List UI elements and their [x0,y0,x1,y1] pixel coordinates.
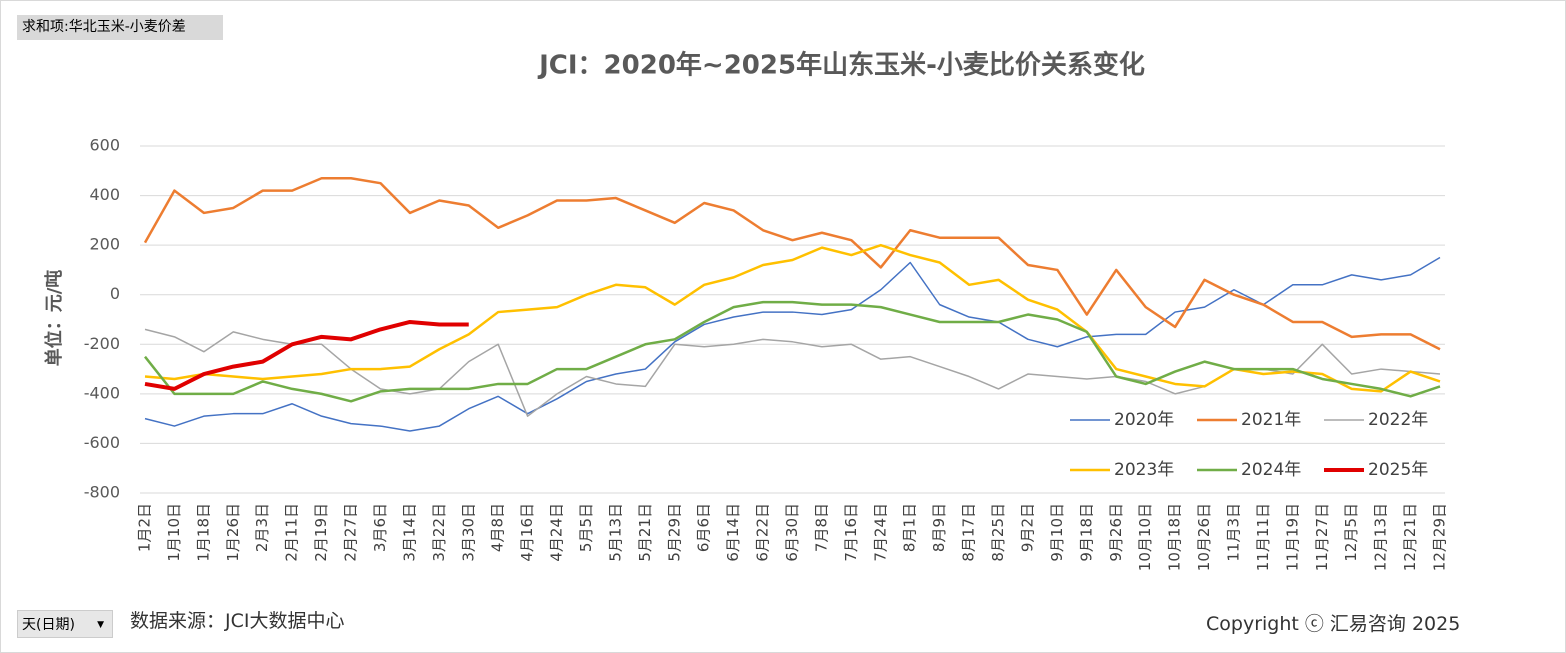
x-tick-label: 8月17日 [960,503,978,562]
x-tick-label: 8月9日 [930,503,948,552]
x-tick-label: 6月30日 [783,503,801,562]
legend-label: 2023年 [1114,460,1174,480]
x-tick-label: 12月13日 [1372,503,1390,571]
x-tick-label: 8月1日 [901,503,919,552]
x-tick-label: 10月18日 [1166,503,1184,571]
y-tick-label: -600 [84,433,120,452]
legend-label: 2024年 [1241,460,1301,480]
y-tick-label: 200 [89,235,120,254]
x-tick-label: 3月6日 [371,503,389,552]
x-tick-label: 1月26日 [224,503,242,562]
filter-button[interactable]: 求和项:华北玉米-小麦价差 [17,15,223,40]
chart-title: JCI：2020年~2025年山东玉米-小麦比价关系变化 [537,50,1145,81]
x-tick-label: 11月11日 [1254,503,1272,571]
x-tick-label: 2月27日 [342,503,360,562]
series-line [144,319,469,391]
legend-label: 2022年 [1368,410,1428,430]
x-tick-label: 12月21日 [1401,503,1419,571]
field-label: 天(日期) [22,617,75,633]
x-tick-label: 1月18日 [194,503,212,562]
x-tick-label: 9月10日 [1048,503,1066,562]
x-tick-label: 1月2日 [136,503,154,552]
x-tick-label: 8月25日 [989,503,1007,562]
series-line [144,256,1441,432]
x-tick-label: 12月29日 [1431,503,1449,571]
source: 数据来源：JCI大数据中心 [130,610,345,632]
y-tick-label: 0 [110,284,120,303]
x-tick-label: 2月3日 [253,503,271,552]
x-tick-label: 2月11日 [283,503,301,562]
series-line [144,300,1441,403]
x-tick-label: 6月14日 [724,503,742,562]
x-tick-label: 2月19日 [312,503,330,562]
y-tick-label: 600 [89,136,120,155]
x-tick-label: 5月13日 [606,503,624,562]
x-tick-label: 4月24日 [548,503,566,562]
x-tick-label: 4月16日 [518,503,536,562]
x-tick-label: 9月2日 [1018,503,1036,552]
x-tick-label: 3月30日 [459,503,477,562]
x-tick-label: 5月29日 [665,503,683,562]
legend-label: 2020年 [1114,410,1174,430]
y-tick-label: 400 [89,185,120,204]
series-line [144,243,1441,393]
y-tick-label: -400 [84,383,120,402]
series-line [144,328,1441,417]
x-tick-label: 7月24日 [871,503,889,562]
x-tick-label: 4月8日 [489,503,507,552]
x-tick-label: 9月26日 [1107,503,1125,562]
y-axis-label: 单位：元/吨 [43,270,65,367]
x-tick-label: 7月16日 [842,503,860,562]
x-tick-label: 10月10日 [1136,503,1154,571]
field-button[interactable]: 天(日期) ▼ [17,610,113,638]
dropdown-arrow: ▼ [97,620,104,630]
x-tick-label: 1月10日 [165,503,183,562]
x-tick-label: 3月14日 [400,503,418,562]
x-tick-label: 6月22日 [754,503,772,562]
x-tick-label: 7月8日 [812,503,830,552]
y-tick-label: -200 [84,334,120,353]
x-tick-label: 11月3日 [1224,503,1242,562]
legend-label: 2025年 [1368,460,1428,480]
x-tick-label: 9月18日 [1077,503,1095,562]
x-tick-label: 11月27日 [1313,503,1331,571]
y-tick-label: -800 [84,483,120,502]
legend-label: 2021年 [1241,410,1301,430]
x-tick-label: 6月6日 [695,503,713,552]
x-tick-label: 5月5日 [577,503,595,552]
x-tick-label: 11月19日 [1283,503,1301,571]
series-line [143,176,1441,351]
x-tick-label: 5月21日 [636,503,654,562]
copyright: Copyright ⓒ 汇易咨询 2025 [1206,613,1461,635]
x-tick-label: 12月5日 [1342,503,1360,562]
x-tick-label: 3月22日 [430,503,448,562]
x-tick-label: 10月26日 [1195,503,1213,571]
